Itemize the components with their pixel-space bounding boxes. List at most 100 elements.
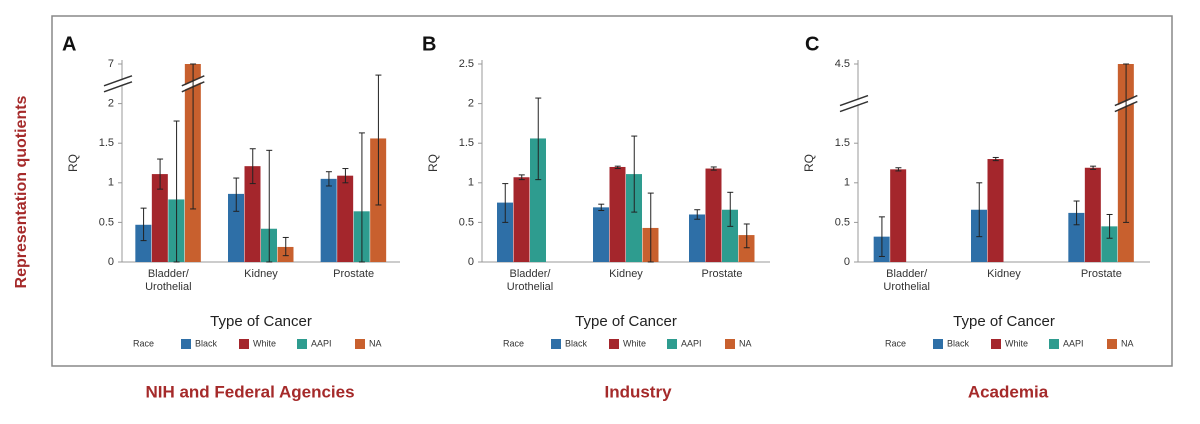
- y-tick-label: 1: [468, 177, 474, 189]
- bar: [689, 214, 705, 262]
- panel-label: C: [805, 33, 819, 55]
- bar: [1068, 212, 1085, 262]
- error-bar: [249, 148, 256, 185]
- error-bar: [358, 132, 365, 263]
- error-bar: [535, 97, 542, 181]
- legend-swatch: [609, 339, 619, 349]
- legend-title: Race: [885, 338, 906, 348]
- legend-label: White: [253, 338, 276, 348]
- x-tick-label: Prostate: [702, 268, 743, 280]
- error-bar: [157, 158, 164, 190]
- legend-label: NA: [369, 338, 382, 348]
- axis-break: [103, 75, 133, 87]
- legend-title: Race: [133, 338, 154, 348]
- error-bar: [727, 191, 734, 227]
- error-bar: [140, 207, 147, 242]
- axis-break: [839, 94, 869, 107]
- figure-frame: [51, 15, 1173, 367]
- x-tick-label: Bladder/Urothelial: [145, 268, 191, 293]
- legend-label: AAPI: [681, 338, 702, 348]
- bar: [722, 209, 738, 262]
- bar: [151, 174, 168, 262]
- legend-swatch: [725, 339, 735, 349]
- x-tick-label: Prostate: [1081, 268, 1122, 280]
- y-tick-label: 1: [844, 177, 850, 189]
- y-tick-label: 0.5: [459, 216, 474, 228]
- error-bar: [631, 135, 638, 213]
- axis-break: [103, 81, 133, 93]
- legend-swatch: [1107, 339, 1117, 349]
- error-bar: [710, 166, 717, 171]
- y-tick-label: 0: [108, 256, 114, 268]
- legend-title: Race: [503, 338, 524, 348]
- legend-swatch: [355, 339, 365, 349]
- legend-swatch: [297, 339, 307, 349]
- x-tick-label: Kidney: [609, 268, 643, 280]
- error-bar: [1106, 213, 1113, 239]
- y-tick-label: 0.5: [835, 216, 850, 228]
- legend-swatch: [181, 339, 191, 349]
- figure-y-label: Representation quotients: [13, 95, 30, 288]
- x-tick-label: Bladder/Urothelial: [883, 268, 929, 293]
- error-bar: [1123, 63, 1130, 223]
- error-bar: [992, 156, 999, 162]
- error-bar: [976, 182, 983, 238]
- error-bar: [282, 236, 289, 257]
- error-bar: [518, 174, 525, 181]
- bar: [738, 235, 755, 262]
- legend-swatch: [991, 339, 1001, 349]
- error-bar: [1073, 200, 1080, 226]
- y-tick-label: 1.5: [459, 137, 474, 149]
- y-axis-label: RQ: [426, 154, 440, 172]
- error-bar: [375, 74, 382, 206]
- panel-caption: Industry: [604, 382, 672, 401]
- error-bar: [266, 149, 273, 263]
- legend-label: AAPI: [311, 338, 332, 348]
- y-tick-label: 7: [108, 58, 114, 70]
- error-bar: [173, 120, 180, 263]
- panel-caption: Academia: [968, 382, 1049, 401]
- bar: [705, 168, 722, 262]
- bar: [337, 175, 354, 262]
- legend-label: Black: [947, 338, 970, 348]
- error-bar: [190, 63, 197, 210]
- legend-swatch: [1049, 339, 1059, 349]
- error-bar: [694, 209, 701, 220]
- legend-label: AAPI: [1063, 338, 1084, 348]
- legend-label: NA: [1121, 338, 1134, 348]
- error-bar: [878, 216, 885, 257]
- bar: [530, 138, 546, 262]
- bar: [890, 169, 907, 262]
- y-tick-label: 2.5: [459, 58, 474, 70]
- y-tick-label: 1: [108, 177, 114, 189]
- y-tick-label: 2: [468, 98, 474, 110]
- bar: [609, 166, 626, 262]
- bar: [497, 202, 513, 262]
- y-axis-label: RQ: [802, 154, 816, 172]
- legend-label: White: [623, 338, 646, 348]
- y-tick-label: 4.5: [835, 58, 850, 70]
- y-tick-label: 0: [468, 256, 474, 268]
- y-tick-label: 2: [108, 98, 114, 110]
- error-bar: [647, 192, 654, 263]
- error-bar: [614, 165, 621, 170]
- y-tick-label: 0: [844, 256, 850, 268]
- legend-swatch: [667, 339, 677, 349]
- y-tick-label: 1.5: [99, 137, 114, 149]
- error-bar: [598, 203, 605, 212]
- y-axis-label: RQ: [66, 154, 80, 172]
- panel-caption: NIH and Federal Agencies: [145, 382, 354, 401]
- error-bar: [743, 223, 750, 249]
- error-bar: [325, 171, 332, 187]
- error-bar: [895, 167, 902, 172]
- x-tick-label: Kidney: [244, 268, 278, 280]
- error-bar: [1090, 165, 1097, 170]
- axis-break-gap: [840, 96, 868, 111]
- legend-label: Black: [565, 338, 588, 348]
- bar: [513, 177, 530, 262]
- x-tick-label: Prostate: [333, 268, 374, 280]
- bar: [1084, 167, 1101, 262]
- legend-swatch: [933, 339, 943, 349]
- bar: [244, 166, 261, 262]
